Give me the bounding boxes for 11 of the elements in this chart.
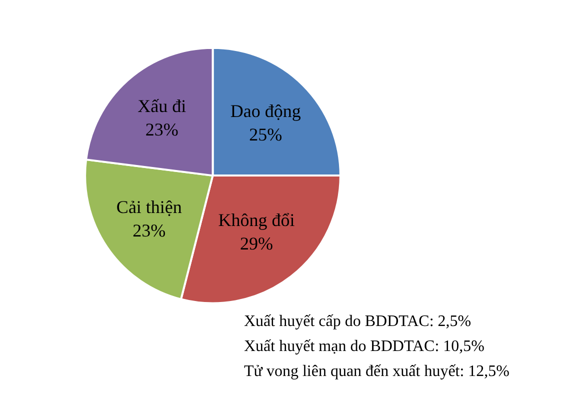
data-label: 25% <box>249 124 282 144</box>
slice-label: Không đổi <box>218 210 295 230</box>
text: Tử vong liên quan đến xuất huyết: 12,5% <box>244 363 510 380</box>
slice-label: Cải thiện <box>116 197 182 218</box>
data-label: 29% <box>240 234 273 254</box>
data-label: 23% <box>132 220 166 240</box>
text: Xuất huyết mạn do BDDTAC: 10,5% <box>244 338 484 355</box>
slice-label: Xấu đi <box>138 96 186 116</box>
slice-label: Dao động <box>230 100 301 121</box>
text: Xuất huyết cấp do BDDTAC: 2,5% <box>244 313 472 330</box>
data-label: 23% <box>145 120 178 140</box>
